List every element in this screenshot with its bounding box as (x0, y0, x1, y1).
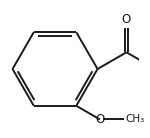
Text: F: F (149, 58, 150, 71)
Text: CH₃: CH₃ (125, 114, 144, 124)
Text: O: O (95, 113, 105, 126)
Text: O: O (122, 14, 131, 26)
